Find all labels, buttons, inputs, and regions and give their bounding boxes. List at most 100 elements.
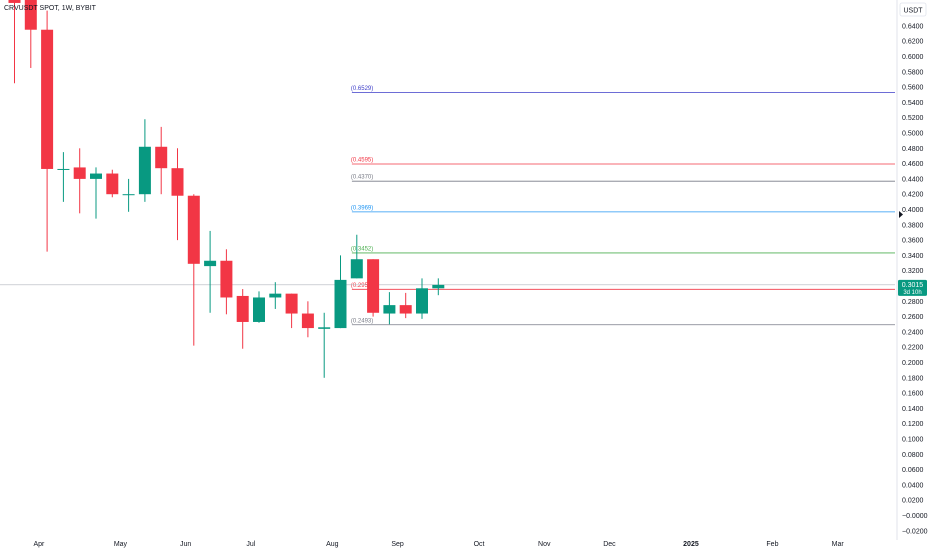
- fibonacci-levels[interactable]: (0.6529) (0.4595) (0.4370) (0.3969) (0.3452)…: [351, 86, 895, 326]
- price-tick-label: 0.1800: [902, 375, 924, 382]
- current-price-label: 0.3015 3d 10h: [898, 279, 927, 296]
- candle-body: [383, 305, 396, 314]
- price-tick-label: 0.1200: [902, 421, 924, 428]
- candle[interactable]: [367, 259, 380, 317]
- price-tick-label: 0.3400: [902, 253, 924, 260]
- candle[interactable]: [318, 312, 331, 378]
- candle[interactable]: [301, 301, 314, 338]
- fib-level-label: (0.3452): [351, 246, 373, 252]
- currency-button[interactable]: USDT: [899, 2, 927, 17]
- time-tick-label: Nov: [538, 541, 551, 548]
- price-tick-label: 0.4400: [902, 176, 924, 183]
- candle[interactable]: [138, 119, 151, 202]
- candle[interactable]: [253, 291, 265, 323]
- price-tick-label: 0.1600: [902, 391, 924, 398]
- price-tick-label: 0.5400: [902, 100, 924, 107]
- candle-body: [187, 195, 200, 264]
- candle-body: [285, 293, 298, 314]
- time-tick-label: May: [114, 541, 128, 548]
- candle[interactable]: [122, 178, 135, 212]
- time-tick-label: Jul: [246, 541, 255, 548]
- candle[interactable]: [171, 148, 184, 241]
- time-tick-label: Sep: [391, 541, 404, 548]
- candle-body: [106, 173, 119, 195]
- price-tick-label: 0.1400: [902, 406, 924, 413]
- fib-level-label: (0.3969): [351, 205, 373, 211]
- symbol-title: CRVUSDT SPOT, 1W, BYBIT: [4, 5, 97, 12]
- candle[interactable]: [269, 282, 282, 309]
- price-tick-label: 0.6200: [902, 39, 924, 46]
- candle-body: [220, 260, 233, 298]
- price-tick-label: 0.0600: [902, 467, 924, 474]
- price-tick-label: 0.3200: [902, 268, 924, 275]
- price-tick-label: 0.0400: [902, 482, 924, 489]
- candle[interactable]: [350, 234, 363, 279]
- price-tick-label: 0.2200: [902, 345, 924, 352]
- price-tick-label: 0.2000: [902, 360, 924, 367]
- candle-body: [350, 259, 363, 279]
- price-tick-label: 0.5000: [902, 131, 924, 138]
- price-tick-label: 0.3600: [902, 238, 924, 245]
- candle-body: [301, 313, 314, 329]
- candle-body: [367, 259, 380, 313]
- price-tick-label: 0.5600: [902, 85, 924, 92]
- candle-body: [432, 284, 445, 289]
- time-axis[interactable]: Apr May Jun Jul Aug Sep Oct Nov Dec 2025 Feb Mar: [33, 541, 844, 548]
- candle[interactable]: [399, 292, 412, 319]
- candle-body: [41, 29, 54, 169]
- price-tick-label: 0.6400: [902, 23, 924, 30]
- candle-body: [90, 173, 102, 179]
- candle-body: [171, 168, 184, 196]
- time-tick-label: 2025: [683, 541, 699, 548]
- price-tick-label: 0.2600: [902, 314, 924, 321]
- price-tick-label: 0.5800: [902, 69, 924, 76]
- time-tick-label: Dec: [603, 541, 616, 548]
- time-tick-label: Feb: [766, 541, 778, 548]
- candle[interactable]: [416, 278, 428, 319]
- price-axis[interactable]: 0.6400 0.6200 0.6000 0.5800 0.5600 0.5400 0.52…: [902, 23, 928, 535]
- candles[interactable]: [8, 0, 445, 378]
- candle[interactable]: [334, 255, 347, 329]
- candle[interactable]: [383, 292, 396, 325]
- price-tick-label: 0.4800: [902, 146, 924, 153]
- candle[interactable]: [236, 289, 249, 349]
- candle[interactable]: [90, 167, 102, 219]
- candle[interactable]: [8, 0, 21, 84]
- time-tick-label: Jun: [180, 541, 191, 548]
- price-tick-label: 0.6000: [902, 54, 924, 61]
- candle[interactable]: [24, 0, 37, 68]
- candle-body: [334, 279, 347, 329]
- candle-body: [24, 0, 37, 30]
- candle[interactable]: [220, 249, 233, 315]
- candle-body: [204, 260, 217, 267]
- candle[interactable]: [41, 10, 54, 252]
- price-tick-label: 0.0200: [902, 498, 924, 505]
- price-tick-label: 0.4000: [902, 207, 924, 214]
- candle-body: [253, 297, 265, 322]
- time-tick-label: Apr: [33, 541, 45, 548]
- candle[interactable]: [187, 194, 200, 346]
- candle-body: [236, 295, 249, 322]
- candle[interactable]: [204, 230, 217, 313]
- candle-body: [8, 0, 21, 3]
- candle[interactable]: [73, 148, 86, 214]
- candle[interactable]: [155, 126, 168, 195]
- candle[interactable]: [432, 278, 445, 296]
- time-tick-label: Mar: [832, 541, 845, 548]
- fib-level-label: (0.6529): [351, 86, 373, 92]
- scroll-right-arrow-icon[interactable]: [899, 211, 903, 218]
- price-tick-label: 0.2800: [902, 299, 924, 306]
- current-price-value: 0.3015: [902, 282, 924, 289]
- candle[interactable]: [57, 152, 70, 202]
- bar-countdown: 3d 10h: [903, 290, 921, 296]
- price-tick-label: 0.4200: [902, 192, 924, 199]
- candle-body: [416, 288, 428, 314]
- candle-body: [318, 327, 331, 329]
- candle[interactable]: [106, 169, 119, 198]
- fib-level-label: (0.2957): [351, 283, 373, 289]
- price-tick-label: 0.4600: [902, 161, 924, 168]
- price-tick-label: 0.3800: [902, 222, 924, 229]
- candle[interactable]: [285, 293, 298, 329]
- price-tick-label: 0.0800: [902, 452, 924, 459]
